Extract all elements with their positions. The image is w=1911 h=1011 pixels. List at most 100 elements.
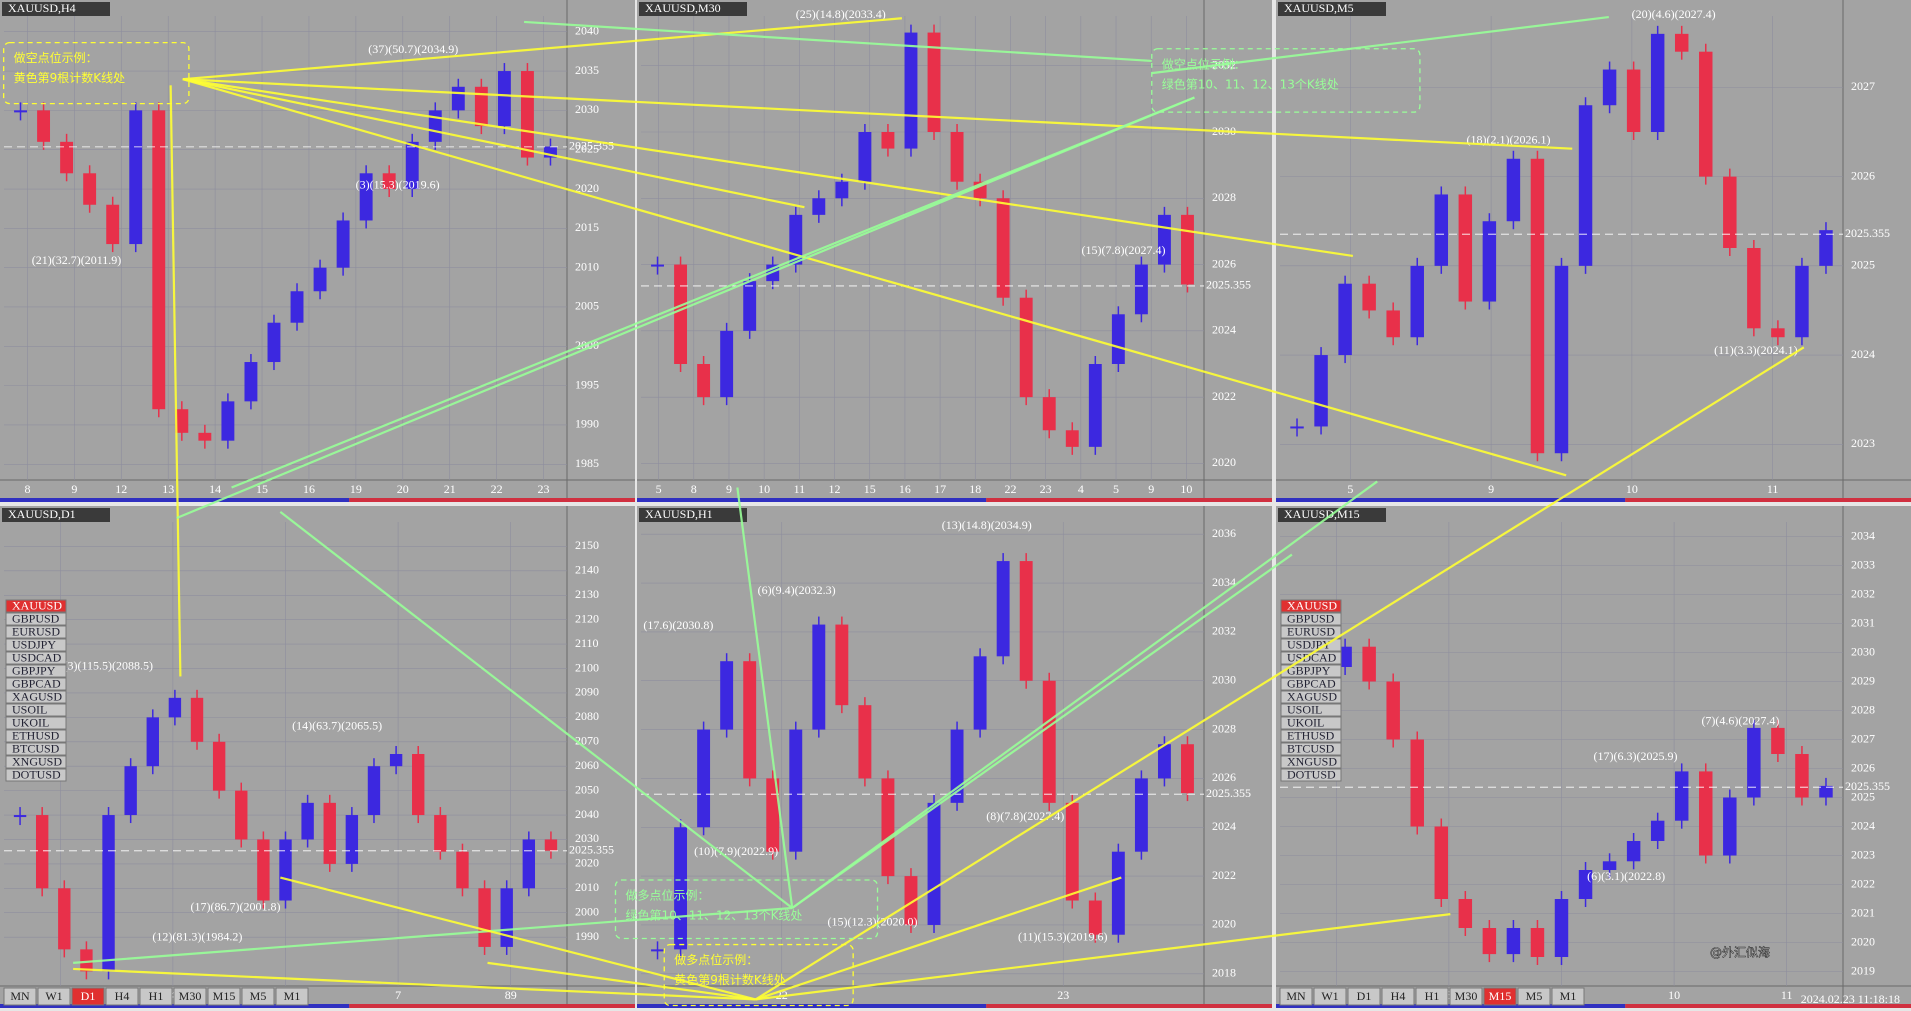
x-tick-label: 7 xyxy=(395,988,401,1002)
timeframe-button[interactable] xyxy=(1415,987,1449,1006)
timeframe-button[interactable] xyxy=(139,987,173,1006)
symbol-button[interactable] xyxy=(1280,664,1342,678)
arrow xyxy=(279,511,793,909)
symbol-label: GBPCAD xyxy=(12,676,61,690)
timeframe-label: H4 xyxy=(115,989,130,1003)
candle xyxy=(168,697,182,718)
x-tick-label: 8 xyxy=(691,482,697,496)
symbol-button[interactable] xyxy=(1280,612,1342,626)
y-tick-label: 1995 xyxy=(575,377,599,391)
timeframe-button[interactable] xyxy=(173,987,207,1006)
timeframe-button[interactable] xyxy=(241,987,275,1006)
symbol-label: USDJPY xyxy=(12,637,56,651)
bottom-strip xyxy=(349,1004,635,1008)
symbol-button[interactable] xyxy=(5,612,67,626)
x-tick-label: 16 xyxy=(303,482,315,496)
timeframe-button[interactable] xyxy=(275,987,309,1006)
symbol-button[interactable] xyxy=(5,664,67,678)
symbol-button[interactable] xyxy=(5,651,67,665)
symbol-button[interactable] xyxy=(1280,677,1342,691)
candle xyxy=(412,754,425,816)
candle xyxy=(190,697,204,742)
timeframe-button[interactable] xyxy=(105,987,139,1006)
timeframe-button[interactable] xyxy=(1347,987,1381,1006)
candle xyxy=(1434,826,1449,899)
panel-title: XAUUSD,M15 xyxy=(1284,507,1360,521)
x-tick-label: 10 xyxy=(1668,988,1680,1002)
candle xyxy=(478,888,491,947)
candle xyxy=(789,729,803,852)
timeframe-button[interactable] xyxy=(1381,987,1415,1006)
symbol-button[interactable] xyxy=(5,677,67,691)
annotation-box xyxy=(3,42,190,105)
y-tick-label: 2015 xyxy=(575,220,599,234)
candle xyxy=(544,146,557,158)
candle xyxy=(500,888,513,947)
arrow xyxy=(755,876,1122,1001)
symbol-button[interactable] xyxy=(1280,703,1342,717)
timeframe-button[interactable] xyxy=(207,987,241,1006)
timestamp: 2024.02.23 11:18:18 xyxy=(1801,992,1900,1006)
candle xyxy=(674,264,688,364)
symbol-button[interactable] xyxy=(1280,651,1342,665)
timeframe-label: M30 xyxy=(179,989,202,1003)
symbol-button[interactable] xyxy=(5,716,67,730)
timeframe-button[interactable] xyxy=(71,987,105,1006)
timeframe-button[interactable] xyxy=(1313,987,1347,1006)
symbol-label: EURUSD xyxy=(1287,624,1335,638)
candle xyxy=(544,839,558,851)
symbol-button[interactable] xyxy=(5,690,67,704)
symbol-button[interactable] xyxy=(1280,716,1342,730)
symbol-button[interactable] xyxy=(5,599,67,613)
timeframe-button[interactable] xyxy=(1483,987,1517,1006)
symbol-button[interactable] xyxy=(5,625,67,639)
arrow xyxy=(182,78,1354,258)
symbol-button[interactable] xyxy=(1280,599,1342,613)
timeframe-label: M1 xyxy=(1560,989,1577,1003)
candle xyxy=(1410,739,1424,827)
annotation-text: 黄色第9根计数K线处 xyxy=(674,972,786,987)
y-tick-label: 2031 xyxy=(1851,615,1875,629)
candle xyxy=(1386,310,1400,338)
x-tick-label: 10 xyxy=(1180,482,1192,496)
timeframe-button[interactable] xyxy=(1517,987,1551,1006)
symbol-button[interactable] xyxy=(1280,625,1342,639)
x-tick-label: 11 xyxy=(794,482,806,496)
candle xyxy=(858,705,872,779)
symbol-button[interactable] xyxy=(1280,690,1342,704)
candle xyxy=(60,141,74,174)
symbol-button[interactable] xyxy=(1280,742,1342,756)
x-tick-label: 14 xyxy=(209,482,221,496)
timeframe-button[interactable] xyxy=(1279,987,1313,1006)
symbol-button[interactable] xyxy=(1280,755,1342,769)
symbol-label: UKOIL xyxy=(1287,715,1324,729)
bottom-strip xyxy=(1276,1004,1626,1008)
y-tick-label: 2028 xyxy=(1212,190,1236,204)
symbol-button[interactable] xyxy=(1280,638,1342,652)
symbol-button[interactable] xyxy=(5,638,67,652)
symbol-label: GBPJPY xyxy=(1287,663,1331,677)
y-tick-label: 2005 xyxy=(575,299,599,313)
candle xyxy=(1602,861,1617,870)
timeframe-button[interactable] xyxy=(37,987,71,1006)
title-box xyxy=(639,508,747,522)
symbol-button[interactable] xyxy=(5,768,67,782)
y-tick-label: 2027 xyxy=(1851,79,1875,93)
symbol-button[interactable] xyxy=(1280,729,1342,743)
arrow xyxy=(182,78,1567,477)
bottom-strip xyxy=(1276,498,1626,502)
timeframe-button[interactable] xyxy=(1449,987,1483,1006)
symbol-button[interactable] xyxy=(5,755,67,769)
level-label: (37)(50.7)(2034.9) xyxy=(368,42,458,56)
candle xyxy=(1338,283,1352,356)
symbol-label: GBPUSD xyxy=(1287,611,1335,625)
candle xyxy=(1578,870,1593,899)
candle xyxy=(456,851,469,889)
timeframe-button[interactable] xyxy=(1551,987,1585,1006)
symbol-button[interactable] xyxy=(5,703,67,717)
symbol-button[interactable] xyxy=(5,729,67,743)
candle xyxy=(198,432,212,441)
symbol-button[interactable] xyxy=(1280,768,1342,782)
symbol-button[interactable] xyxy=(5,742,67,756)
timeframe-button[interactable] xyxy=(3,987,37,1006)
